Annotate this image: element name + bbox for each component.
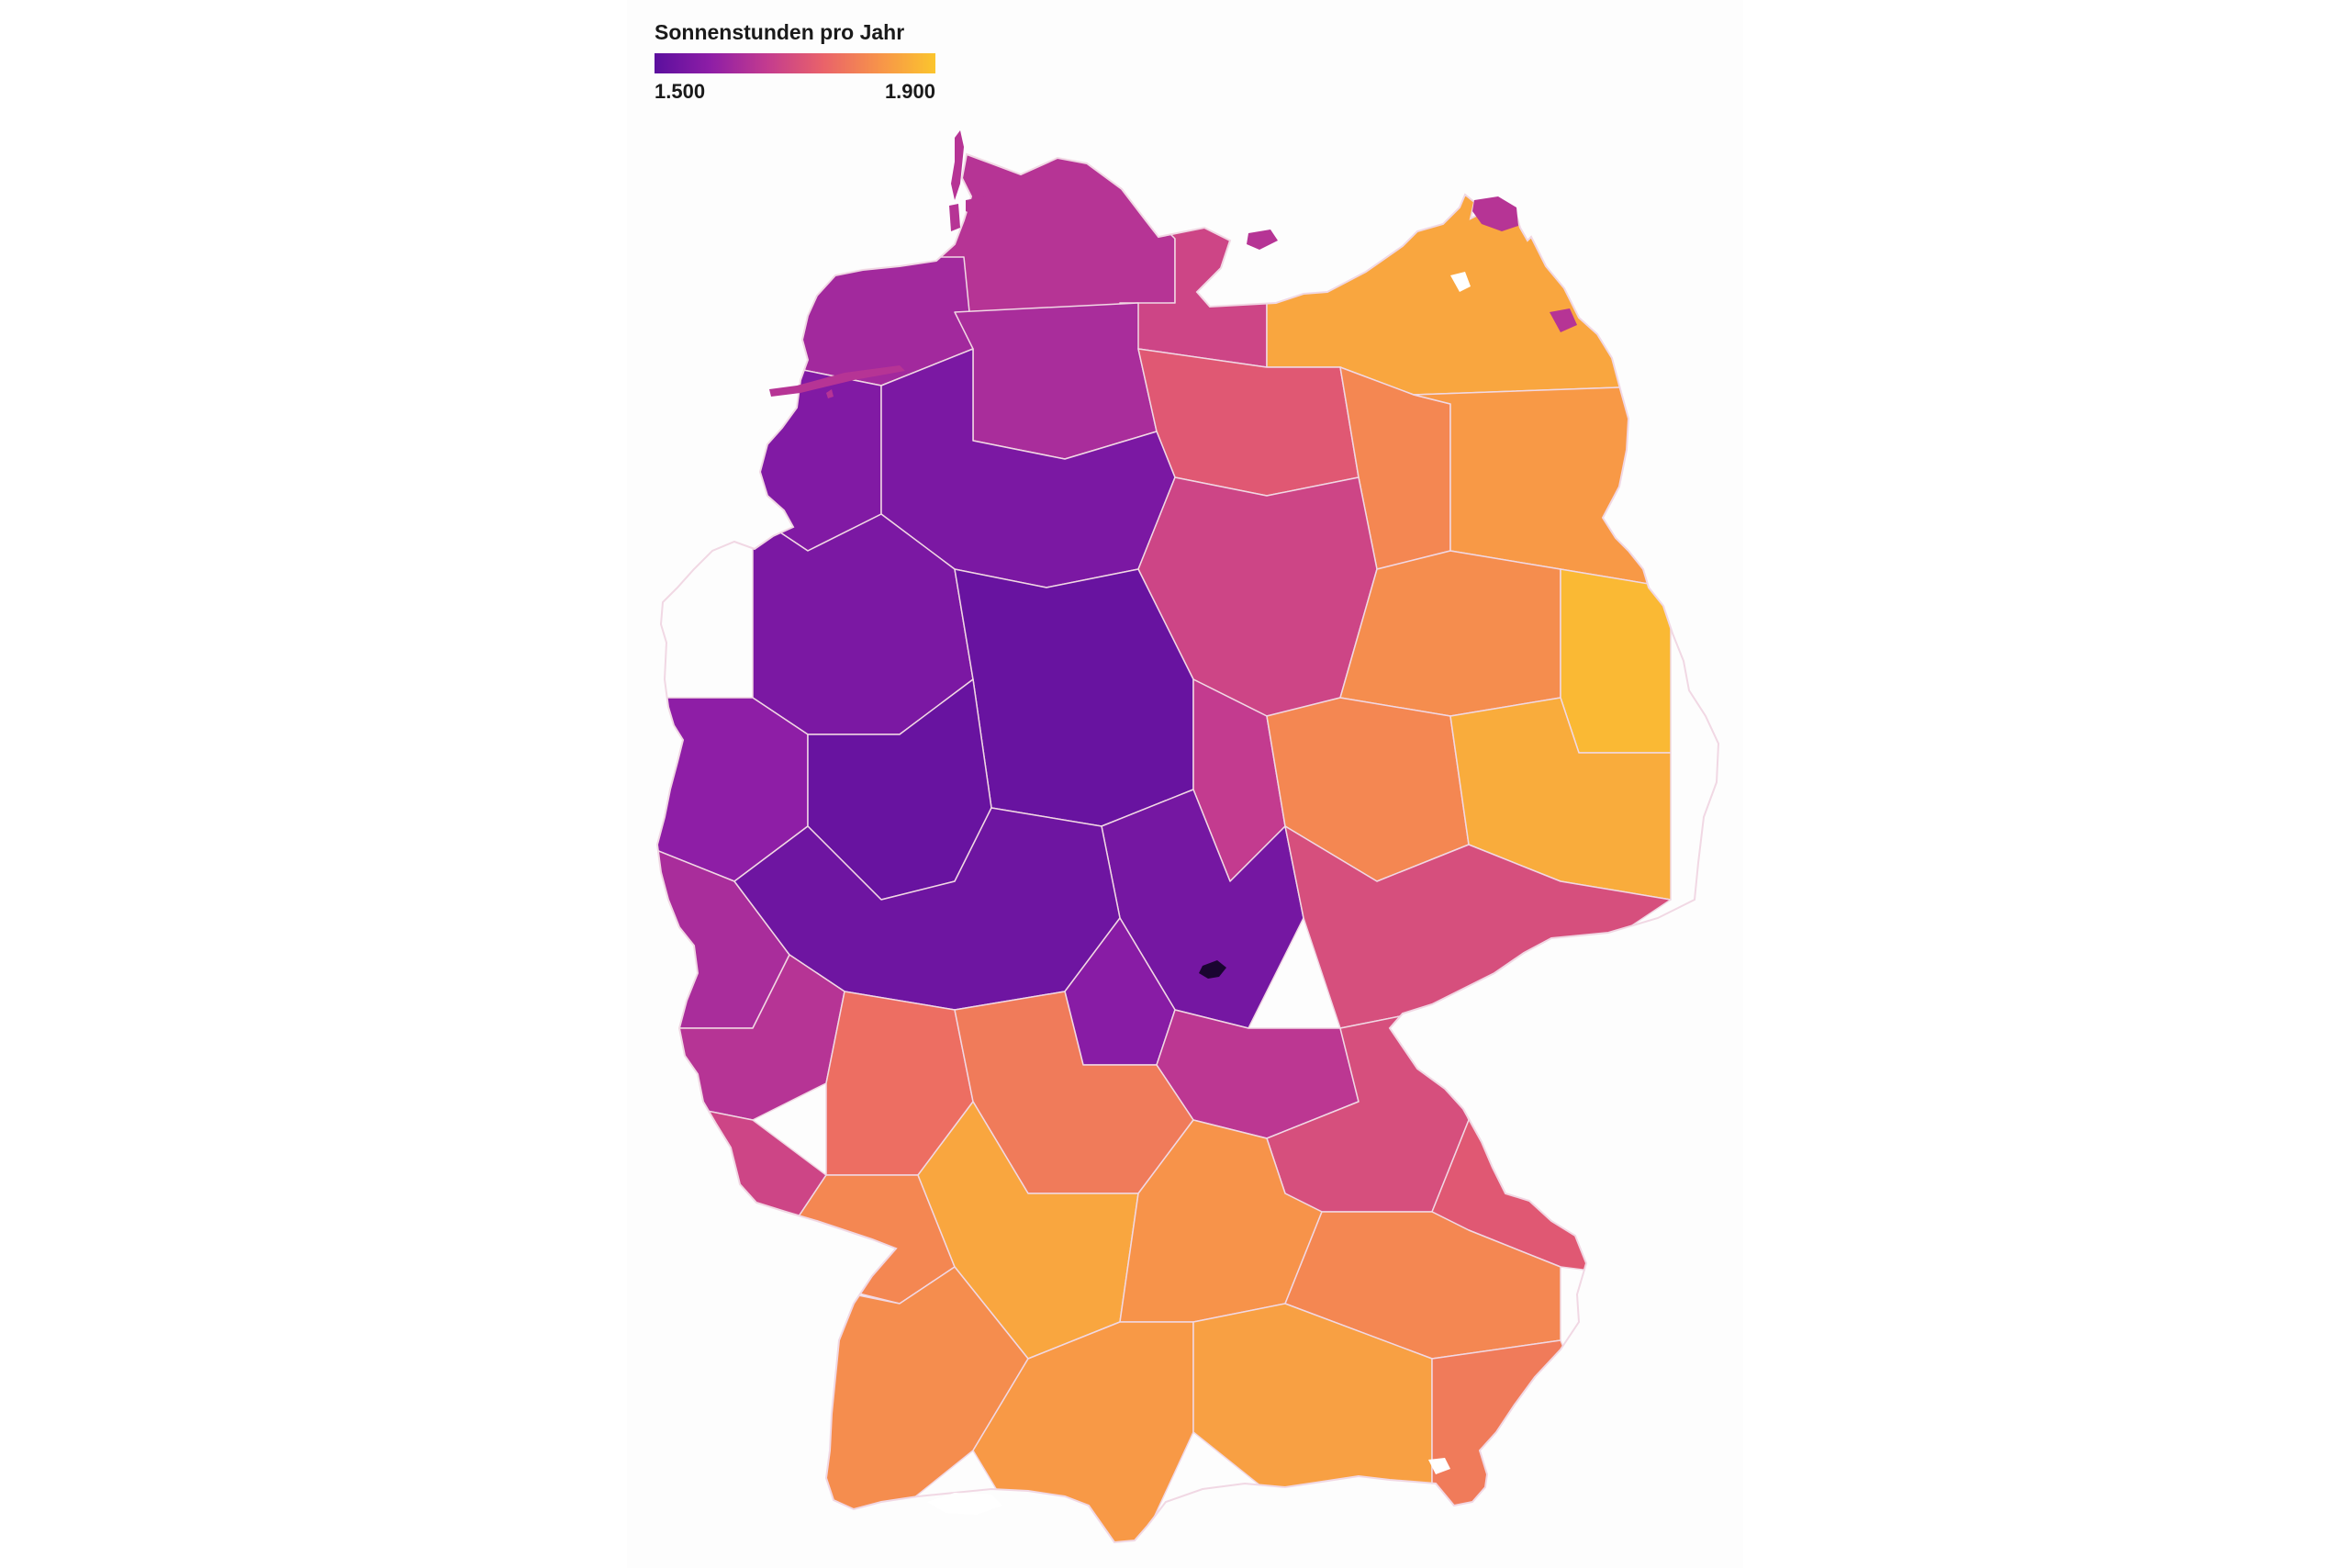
lake xyxy=(927,1493,1002,1515)
island xyxy=(949,204,960,231)
island xyxy=(769,365,905,397)
legend-title: Sonnenstunden pro Jahr xyxy=(655,20,905,44)
region-layer xyxy=(657,147,1708,1542)
island xyxy=(973,230,993,244)
region[interactable] xyxy=(1560,568,1672,754)
island xyxy=(966,196,993,217)
region[interactable] xyxy=(1431,1339,1598,1542)
island xyxy=(1247,230,1278,250)
region[interactable] xyxy=(1266,147,1672,396)
island xyxy=(951,130,964,200)
island xyxy=(826,389,834,398)
region[interactable] xyxy=(660,1101,827,1231)
dark-outlier-region[interactable] xyxy=(1199,960,1226,979)
lake xyxy=(1428,1458,1450,1474)
lake xyxy=(1450,272,1471,292)
island xyxy=(1550,308,1577,332)
north-sea-islands xyxy=(769,130,1577,398)
legend: Sonnenstunden pro Jahr 1.500 1.900 xyxy=(655,20,948,112)
lakes xyxy=(927,272,1471,1515)
legend-min-label: 1.500 xyxy=(655,80,706,103)
region[interactable] xyxy=(954,302,1158,460)
legend-max-label: 1.900 xyxy=(884,80,935,103)
region[interactable] xyxy=(954,568,1194,827)
island xyxy=(1472,196,1518,231)
legend-color-bar xyxy=(655,53,935,73)
